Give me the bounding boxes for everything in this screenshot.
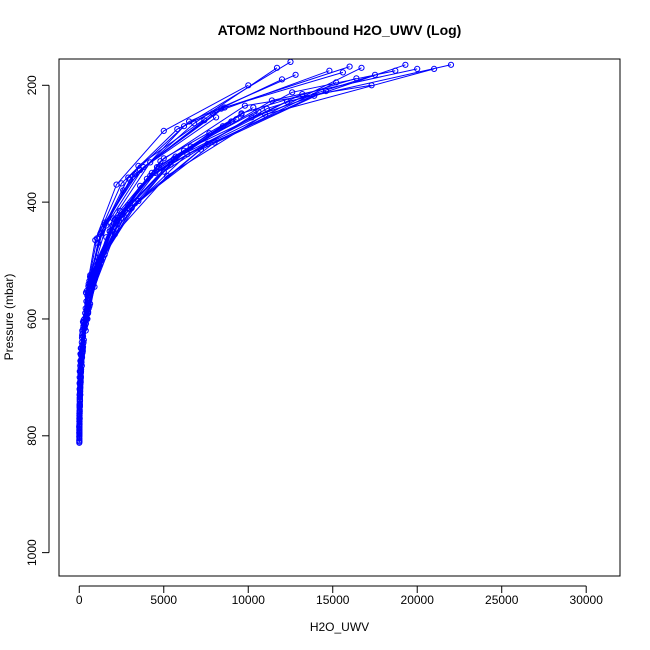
data-point	[201, 117, 208, 124]
y-tick-label: 600	[25, 309, 39, 329]
data-point	[292, 71, 299, 78]
data-point	[273, 64, 281, 71]
y-tick-label: 1000	[25, 539, 39, 566]
profile-line	[79, 71, 344, 425]
data-point	[414, 65, 421, 73]
data-point	[77, 357, 84, 365]
profile-series	[76, 64, 365, 419]
data-point	[147, 159, 154, 166]
data-point	[358, 64, 365, 71]
x-tick-label: 30000	[570, 593, 604, 607]
y-tick-label: 400	[25, 192, 39, 212]
data-point	[250, 104, 257, 111]
data-point	[346, 63, 353, 70]
data-point	[186, 118, 193, 125]
data-point	[263, 105, 270, 112]
profile-series	[76, 69, 346, 428]
data-point	[84, 289, 91, 296]
x-tick-label: 20000	[401, 593, 435, 607]
profile-line	[79, 70, 396, 418]
profile-line	[78, 64, 406, 433]
data-point	[92, 237, 99, 244]
data-point	[268, 97, 275, 104]
profile-line	[78, 70, 330, 428]
data-point	[211, 139, 218, 146]
data-point	[76, 391, 83, 398]
profile-series	[76, 63, 353, 439]
profile-series	[76, 118, 235, 387]
data-point	[371, 71, 379, 78]
data-point	[148, 169, 155, 176]
data-point	[76, 380, 83, 387]
data-point	[135, 197, 142, 205]
x-tick-label: 25000	[485, 593, 519, 607]
data-point	[160, 127, 167, 134]
data-point	[90, 269, 97, 276]
data-point	[339, 69, 346, 76]
data-point	[447, 61, 455, 68]
data-point	[82, 305, 89, 312]
y-tick-label: 800	[25, 425, 39, 445]
profile-series	[76, 76, 286, 444]
data-point	[131, 171, 139, 178]
x-tick-label: 15000	[316, 593, 350, 607]
profile-line	[79, 81, 337, 414]
plot-frame	[58, 58, 621, 577]
y-axis: 200 400 600 800 1000	[25, 75, 50, 566]
x-tick-label: 0	[76, 593, 83, 607]
profile-line	[78, 66, 350, 436]
data-point	[125, 174, 132, 181]
data-point	[116, 207, 123, 214]
y-axis-label: Pressure (mbar)	[2, 274, 16, 361]
data-point	[241, 102, 248, 109]
x-tick-label: 5000	[150, 593, 177, 607]
y-tick-label: 200	[25, 75, 39, 95]
series-group	[76, 59, 455, 446]
data-point	[213, 114, 220, 121]
chart-title: ATOM2 Northbound H2O_UWV (Log)	[218, 22, 462, 38]
profile-series	[76, 71, 299, 441]
data-point	[76, 418, 83, 425]
data-point	[78, 334, 86, 341]
profile-line	[79, 67, 362, 416]
profile-line	[78, 78, 283, 441]
profile-line	[79, 121, 232, 384]
data-point	[94, 254, 102, 261]
data-point	[106, 228, 113, 235]
x-axis: 0 5000 10000 15000 20000 25000 30000	[76, 585, 604, 607]
profile-line	[79, 68, 418, 422]
data-point	[402, 61, 409, 68]
profile-series	[76, 82, 375, 425]
x-tick-label: 10000	[232, 593, 266, 607]
data-point	[109, 222, 116, 229]
profile-line	[79, 84, 372, 422]
profile-line	[78, 68, 435, 439]
data-point	[76, 439, 83, 446]
data-point	[238, 111, 245, 118]
data-point	[333, 79, 340, 86]
data-point	[137, 166, 144, 174]
data-point	[99, 225, 107, 233]
data-point	[245, 82, 252, 89]
data-point	[326, 67, 333, 74]
data-point	[160, 155, 167, 162]
data-point	[289, 89, 296, 96]
profile-series	[76, 111, 245, 381]
x-axis-label: H2O_UWV	[310, 620, 369, 634]
data-point	[180, 123, 188, 130]
data-point	[79, 318, 87, 325]
profile-series	[76, 108, 262, 435]
data-point	[228, 118, 235, 125]
data-point	[113, 181, 120, 188]
data-point	[174, 126, 181, 133]
data-point	[101, 251, 108, 258]
